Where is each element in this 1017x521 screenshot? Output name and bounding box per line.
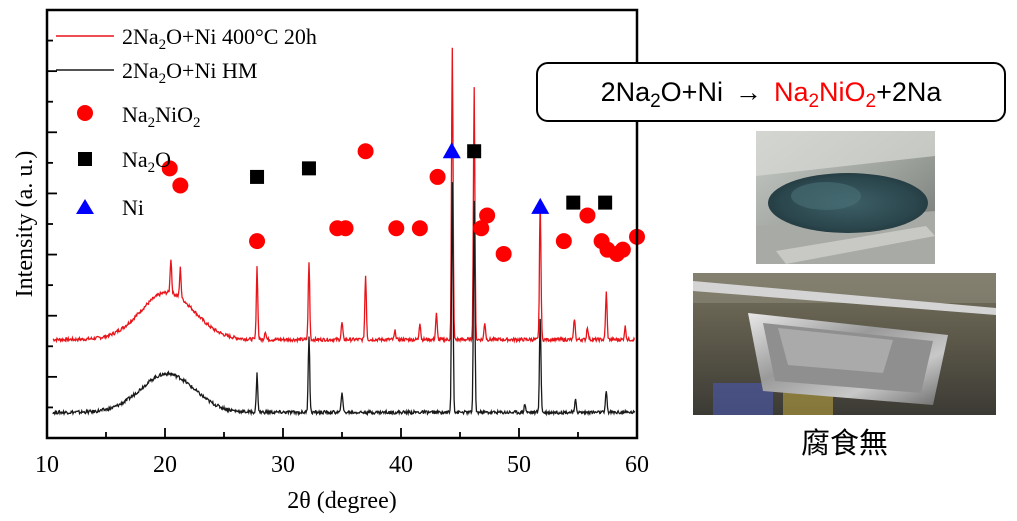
marker-na2o-0: [250, 169, 265, 184]
legend-label-na2o: Na2O: [122, 147, 171, 176]
marker-na2nio2-8: [429, 168, 446, 185]
marker-na2nio2-4: [337, 220, 354, 237]
equation-arrow: →: [734, 76, 762, 107]
legend-label-na2nio2: Na2NiO2: [122, 102, 201, 131]
legend-marker-na2nio2: [77, 105, 93, 121]
marker-na2nio2-7: [411, 220, 428, 237]
legend-marker-ni: [76, 199, 94, 214]
legend-label-ni: Ni: [122, 195, 144, 220]
x-tick-label-40: 40: [389, 452, 413, 478]
series-line-400c-20h: [52, 47, 636, 344]
reaction-equation-box: 2Na2O+Ni → Na2NiO2 +2Na: [536, 62, 1006, 122]
legend-marker-na2o: [78, 152, 92, 166]
marker-na2o-2: [467, 144, 482, 159]
marker-na2nio2-10: [479, 207, 496, 224]
marker-na2nio2-13: [579, 207, 596, 224]
x-tick-label-50: 50: [507, 452, 531, 478]
x-tick-label-10: 10: [35, 452, 59, 478]
chart-curves: [52, 47, 636, 417]
marker-na2o-4: [598, 195, 613, 210]
marker-na2nio2-11: [495, 245, 512, 262]
marker-na2nio2-1: [172, 177, 189, 194]
x-tick-label-60: 60: [625, 452, 649, 478]
y-axis-label: Intensity (a. u.): [12, 151, 38, 298]
x-tick-labels: 10 20 30 40 50 60: [35, 452, 649, 478]
equation-product: Na2NiO2: [773, 76, 877, 112]
marker-na2nio2-12: [555, 233, 572, 250]
xrd-chart: 10 20 30 40 50 60 2θ (degree) Intensity (a. u…: [12, 8, 649, 514]
marker-na2nio2-0: [161, 160, 178, 177]
x-tick-label-20: 20: [153, 452, 177, 478]
marker-na2nio2-2: [249, 233, 266, 250]
equation-byproduct: +2Na: [876, 76, 942, 107]
no-corrosion-caption: 腐食無: [800, 428, 888, 460]
series-line-hm: [52, 182, 636, 417]
axis-ticks: [46, 39, 638, 438]
marker-na2nio2-5: [357, 143, 374, 160]
legend-label-hm: 2Na2O+Ni HM: [122, 58, 257, 87]
phase-markers: [161, 142, 645, 262]
marker-ni-0: [442, 142, 461, 159]
marker-na2nio2-9: [473, 220, 490, 237]
marker-na2o-1: [301, 161, 316, 176]
legend: 2Na2O+Ni 400°C 20h 2Na2O+Ni HM Na2NiO2 N…: [56, 24, 317, 220]
powder-photo: [756, 131, 935, 264]
marker-ni-1: [531, 197, 550, 214]
equation-reactants: 2Na2O+Ni: [600, 76, 723, 112]
marker-na2o-3: [566, 195, 581, 210]
legend-label-400c: 2Na2O+Ni 400°C 20h: [122, 24, 317, 53]
crucible-photo: [693, 273, 996, 415]
x-axis-label: 2θ (degree): [287, 488, 396, 514]
marker-na2nio2-17: [614, 241, 631, 258]
marker-na2nio2-6: [388, 220, 405, 237]
x-tick-label-30: 30: [271, 452, 295, 478]
